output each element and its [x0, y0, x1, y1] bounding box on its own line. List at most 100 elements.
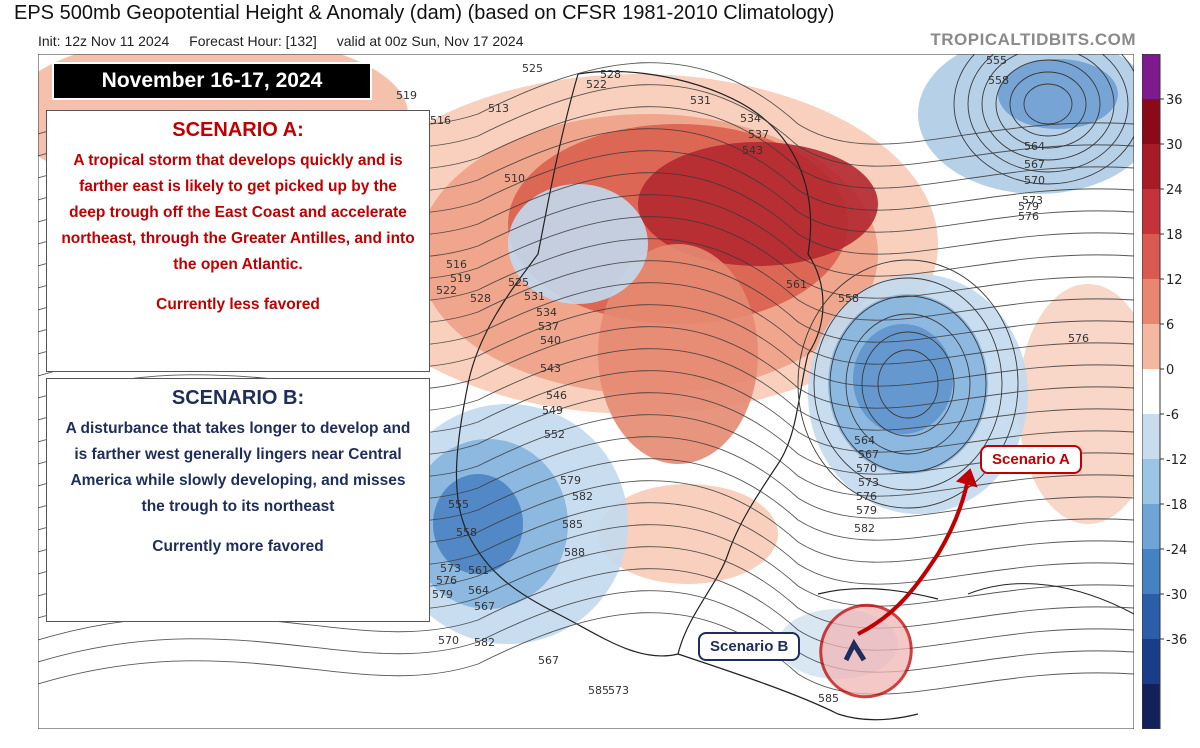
contour-label: 525	[522, 62, 543, 75]
contour-label: 540	[540, 334, 561, 347]
trough-contour-east	[877, 349, 939, 419]
contour-label: 534	[740, 112, 761, 125]
contour-label: 579	[856, 504, 877, 517]
contour-label: 528	[470, 292, 491, 305]
contour-label: 588	[564, 546, 585, 559]
contour-label: 573	[608, 684, 629, 697]
scenario-b-tag: Scenario B	[698, 632, 801, 661]
scenario-a-track	[857, 478, 970, 636]
contour-label: 567	[538, 654, 559, 667]
trough-contour-atlantic	[1023, 83, 1073, 125]
contour-label: 558	[988, 74, 1009, 87]
contour-label: 555	[448, 498, 469, 511]
trough-contour-atlantic	[953, 54, 1134, 185]
colorbar-tick-label: -6	[1166, 408, 1179, 423]
colorbar-tick-label: 6	[1166, 318, 1174, 333]
north-america-outline	[455, 70, 824, 657]
contour-label: 576	[856, 490, 877, 503]
contour-label: 561	[786, 278, 807, 291]
scenario-a-tag: Scenario A	[980, 445, 1082, 474]
scenario-a-status: Currently less favored	[156, 296, 320, 313]
contour-label: 516	[446, 258, 467, 271]
contour-labels: 5195165135105165195225285255255225285315…	[396, 54, 1089, 705]
trough-contour-atlantic	[1009, 71, 1087, 137]
south-america-outline	[967, 583, 1134, 615]
contour-label: 570	[856, 462, 877, 475]
contour-label: 567	[858, 448, 879, 461]
contour-label: 510	[504, 172, 525, 185]
trough-contour-atlantic	[995, 59, 1101, 149]
contour-label: 516	[430, 114, 451, 127]
contour-label: 531	[524, 290, 545, 303]
colorbar-tick-label: -30	[1166, 588, 1187, 603]
contour-label: 573	[1022, 194, 1043, 207]
colorbar-swatch	[1142, 684, 1160, 729]
colorbar-tick-label: 0	[1166, 363, 1174, 378]
alaska-trough-anomaly	[508, 184, 648, 304]
contour-label: 522	[586, 78, 607, 91]
trough-contour-east	[813, 277, 1003, 491]
gulf-anomaly	[598, 484, 778, 584]
colorbar-swatch	[1142, 99, 1160, 144]
height-contour	[38, 612, 1134, 695]
contour-label: 543	[540, 362, 561, 375]
map-subtitle: Init: 12z Nov 11 2024 Forecast Hour: [13…	[38, 33, 539, 49]
colorbar-swatch	[1142, 459, 1160, 504]
contour-label: 558	[456, 526, 477, 539]
scenario-b-text: A disturbance that takes longer to devel…	[65, 420, 411, 515]
colorbar-swatch	[1142, 594, 1160, 639]
contour-label: 570	[438, 634, 459, 647]
contour-label: 579	[432, 588, 453, 601]
colorbar-swatch	[1142, 54, 1160, 99]
contour-label: 585	[588, 684, 609, 697]
contour-label: 564	[854, 434, 875, 447]
colorbar-frame	[1142, 54, 1161, 729]
contour-label: 576	[1018, 210, 1039, 223]
anomaly-map: 5195165135105165195225285255255225285315…	[38, 54, 1134, 729]
colorbar-swatch	[1142, 324, 1160, 369]
scenario-b-status: Currently more favored	[152, 538, 324, 555]
colorbar-tick-label: 24	[1166, 183, 1183, 198]
colorbar-tick-label: -12	[1166, 453, 1187, 468]
contour-label: 585	[562, 518, 583, 531]
contour-label: 576	[436, 574, 457, 587]
map-title: EPS 500mb Geopotential Height & Anomaly …	[14, 2, 835, 24]
contour-label: 561	[468, 564, 489, 577]
source-watermark: TROPICALTIDBITS.COM	[930, 30, 1136, 49]
colorbar-tick-label: 30	[1166, 138, 1183, 153]
scenario-a-heading: SCENARIO A:	[172, 119, 304, 141]
contour-label: 570	[1024, 174, 1045, 187]
contour-label: 576	[1068, 332, 1089, 345]
trough-contour-east	[861, 331, 955, 437]
colorbar-swatch	[1142, 549, 1160, 594]
height-contour	[38, 590, 1134, 673]
contour-label: 537	[748, 128, 769, 141]
contour-label: 528	[600, 68, 621, 81]
contour-label: 573	[440, 562, 461, 575]
contour-label: 564	[1024, 140, 1045, 153]
contour-label: 585	[818, 692, 839, 705]
contour-label: 564	[468, 584, 489, 597]
contour-label: 567	[474, 600, 495, 613]
init-time: Init: 12z Nov 11 2024	[38, 33, 170, 49]
contour-label: 552	[544, 428, 565, 441]
contour-label: 579	[1018, 200, 1039, 213]
colorbar-swatch	[1142, 144, 1160, 189]
contour-label: 567	[1024, 158, 1045, 171]
colorbar-tick-label: -18	[1166, 498, 1187, 513]
contour-label: 546	[546, 389, 567, 402]
trough-contour-east	[829, 295, 987, 473]
anomaly-shading	[38, 54, 1134, 679]
contour-label: 537	[538, 320, 559, 333]
contour-label: 582	[854, 522, 875, 535]
contour-label: 579	[560, 474, 581, 487]
trough-contour-atlantic	[967, 54, 1129, 173]
contour-label: 549	[542, 404, 563, 417]
scenario-a-text: A tropical storm that develops quickly a…	[61, 152, 415, 273]
colorbar-swatch	[1142, 639, 1160, 684]
colorbar: 36 30 24 18 12 6 0 -6 -12 -18 -24 -30 -36	[1142, 54, 1187, 729]
colorbar-swatch	[1142, 189, 1160, 234]
scenario-a-arrowhead	[955, 468, 978, 488]
trough-contour-east	[845, 313, 971, 455]
colorbar-tick-label: 12	[1166, 273, 1183, 288]
